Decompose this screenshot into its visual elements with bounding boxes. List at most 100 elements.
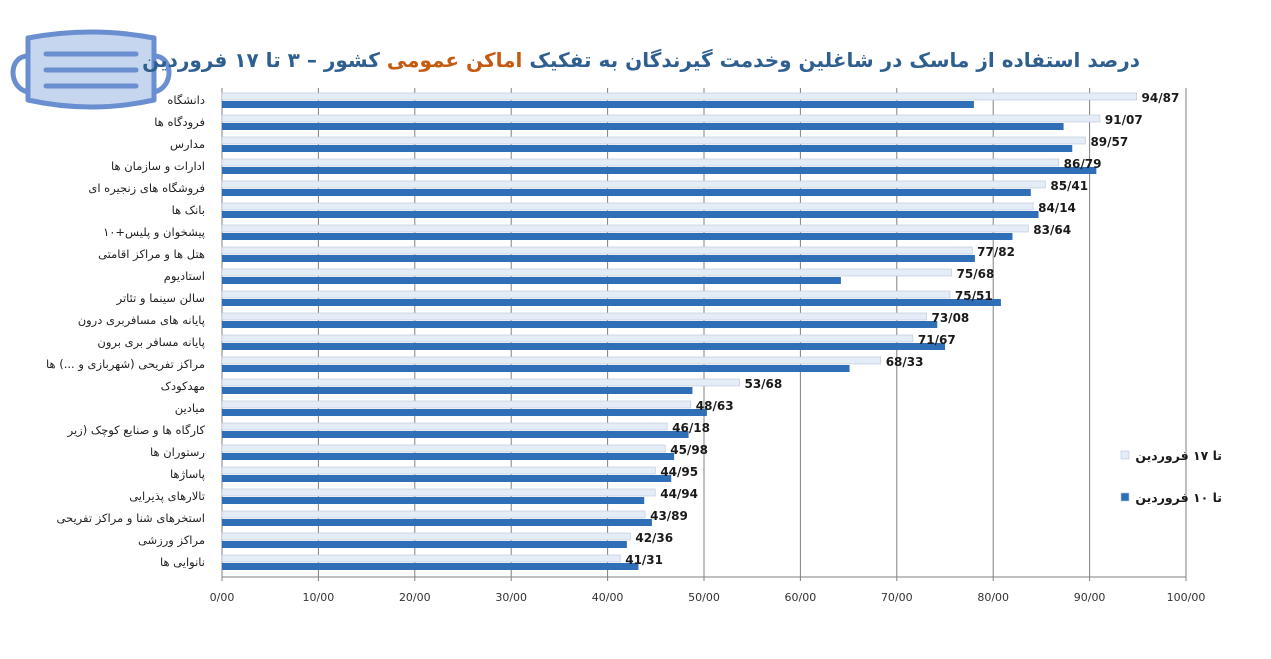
- data-label: 46/18: [672, 421, 710, 435]
- legend-label: تا ۱۷ فروردین: [1135, 448, 1222, 463]
- bar-series-2: [222, 189, 1031, 196]
- bar-series-1: [221, 334, 914, 343]
- title-part-3: کشور – ۳ تا ۱۷ فروردین: [142, 48, 380, 72]
- bar-series-2: [222, 563, 639, 570]
- chart-legend: تا ۱۷ فروردین تا ۱۰ فروردین: [1120, 448, 1222, 505]
- bar-series-1: [221, 356, 882, 365]
- bar-series-1: [221, 92, 1137, 101]
- bar-series-2: [222, 409, 707, 416]
- bar-series-1: [221, 180, 1046, 189]
- bar-series-1: [221, 268, 952, 277]
- bar-series-2: [222, 321, 938, 328]
- bar-series-2: [222, 167, 1097, 174]
- data-label: 86/79: [1064, 157, 1102, 171]
- bar-series-1: [221, 158, 1059, 167]
- data-label: 44/95: [660, 465, 698, 479]
- data-label: 84/14: [1038, 201, 1076, 215]
- bar-series-1: [221, 114, 1101, 123]
- category-label: تالارهای پذیرایی: [129, 489, 205, 504]
- data-label: 71/67: [918, 333, 956, 347]
- x-tick-label: 0/00: [210, 591, 235, 604]
- bar-series-2: [222, 277, 841, 284]
- x-tick-label: 80/00: [977, 591, 1009, 604]
- category-label: دانشگاه: [167, 93, 205, 107]
- category-label: مدارس: [170, 137, 205, 152]
- category-label: پیشخوان و پلیس+۱۰: [103, 225, 205, 240]
- data-label: 41/31: [625, 553, 663, 567]
- chart-bars: 94/87 91/07 89/57 86/79 85/41 84/14 83/64 77/82…: [221, 91, 1180, 570]
- face-mask-icon: [10, 29, 172, 110]
- bar-series-2: [222, 387, 693, 394]
- category-label: مهدکودک: [161, 379, 205, 394]
- bar-series-1: [221, 224, 1029, 233]
- bar-series-2: [222, 497, 645, 504]
- category-label: استادیوم: [164, 269, 205, 284]
- bar-series-1: [221, 136, 1086, 145]
- category-label: هتل ها و مراکز اقامتی: [98, 247, 205, 262]
- data-label: 89/57: [1090, 135, 1128, 149]
- x-tick-label: 70/00: [881, 591, 913, 604]
- x-tick-labels: 0/00 10/00 20/00 30/00 40/00 50/00 60/00 70/00 8…: [210, 591, 1206, 604]
- bar-series-2: [222, 211, 1039, 218]
- bar-series-1: [221, 312, 927, 321]
- bar-series-1: [221, 400, 692, 409]
- bar-series-2: [222, 233, 1013, 240]
- bar-series-1: [221, 532, 631, 541]
- data-label: 75/68: [957, 267, 995, 281]
- bar-series-1: [221, 554, 621, 563]
- legend-swatch: [1120, 450, 1130, 460]
- bar-series-1: [221, 444, 666, 453]
- category-label: فرودگاه ها: [154, 115, 205, 130]
- title-part-2: اماکن عمومی: [386, 48, 523, 72]
- bar-series-1: [221, 202, 1034, 211]
- bar-series-2: [222, 255, 975, 262]
- category-label: پاساژها: [170, 467, 205, 482]
- data-label: 44/94: [660, 487, 698, 501]
- bar-series-1: [221, 290, 951, 299]
- bar-series-2: [222, 431, 689, 438]
- data-label: 48/63: [696, 399, 734, 413]
- data-label: 91/07: [1105, 113, 1143, 127]
- category-label: ادارات و سازمان ها: [111, 159, 205, 174]
- bar-series-2: [222, 101, 974, 108]
- data-label: 83/64: [1033, 223, 1071, 237]
- category-label: میادین: [175, 401, 205, 416]
- bar-series-1: [221, 422, 668, 431]
- data-label: 53/68: [744, 377, 782, 391]
- category-label: بانک ها: [172, 203, 205, 217]
- category-label: رستوران ها: [150, 445, 205, 460]
- chart-title: درصد استفاده از ماسک در شاغلین وخدمت گیر…: [142, 48, 1140, 82]
- x-tick-label: 100/00: [1167, 591, 1206, 604]
- category-label: فروشگاه های زنجیره ای: [88, 181, 205, 196]
- bar-series-2: [222, 519, 652, 526]
- category-label: پایانه مسافر بری برون: [97, 335, 205, 350]
- bar-series-2: [222, 541, 627, 548]
- data-label: 42/36: [635, 531, 673, 545]
- category-labels: دانشگاه فرودگاه ها مدارس ادارات و سازمان ها…: [46, 93, 206, 570]
- x-tick-label: 50/00: [688, 591, 720, 604]
- bar-series-1: [221, 466, 656, 475]
- data-label: 77/82: [977, 245, 1015, 259]
- bar-series-2: [222, 365, 850, 372]
- category-label: پایانه های مسافربری درون: [78, 313, 205, 328]
- category-label: مراکز ورزشی: [138, 533, 205, 548]
- x-tick-label: 60/00: [785, 591, 817, 604]
- data-label: 68/33: [886, 355, 924, 369]
- x-tick-label: 90/00: [1074, 591, 1106, 604]
- bar-series-2: [222, 123, 1064, 130]
- category-label: کارگاه ها و صنایع کوچک (زیر: [67, 423, 206, 438]
- data-label: 94/87: [1142, 91, 1180, 105]
- bar-series-2: [222, 299, 1001, 306]
- x-tick-label: 30/00: [495, 591, 527, 604]
- legend-swatch: [1120, 492, 1130, 502]
- category-label: مراکز تفریحی (شهربازی و ...) ها: [46, 357, 205, 372]
- x-tick-label: 10/00: [303, 591, 335, 604]
- category-label: نانوایی ها: [160, 555, 205, 570]
- bar-series-1: [221, 246, 973, 255]
- bar-series-2: [222, 343, 945, 350]
- bar-series-2: [222, 453, 675, 460]
- bar-series-1: [221, 488, 656, 497]
- bar-series-1: [221, 510, 646, 519]
